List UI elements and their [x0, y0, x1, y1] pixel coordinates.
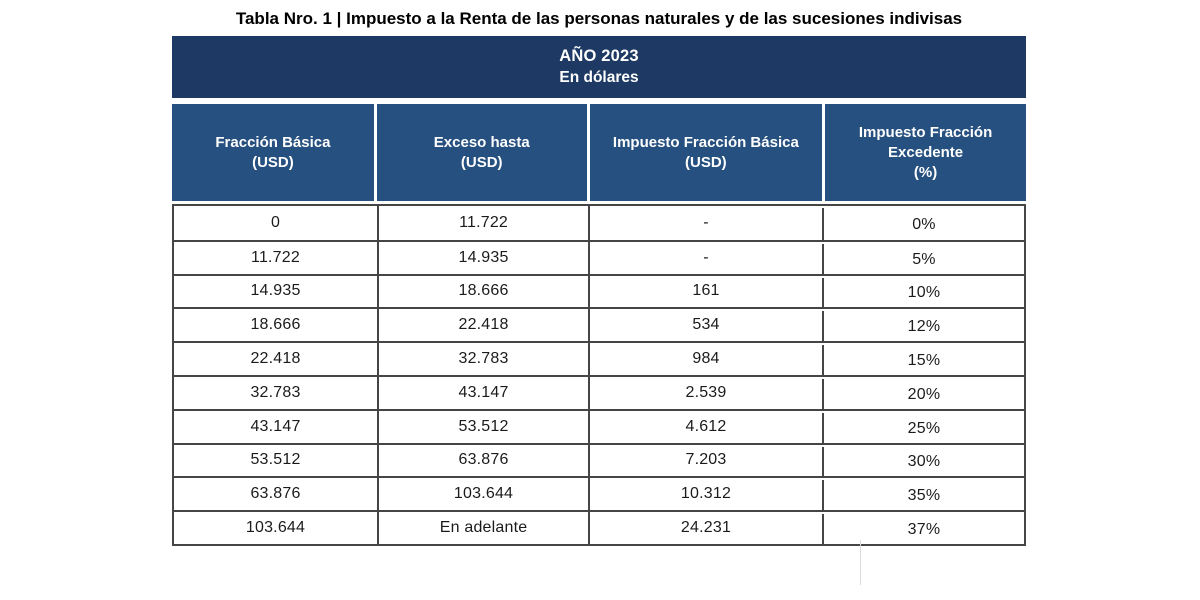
table-row: 63.876 103.644 10.312 35% [174, 476, 1024, 513]
table-header-row: Fracción Básica (USD) Exceso hasta (USD)… [172, 104, 1026, 201]
table-cell: 63.876 [377, 444, 588, 477]
table-cell: 10% [821, 277, 1024, 310]
table-cell: 18.666 [250, 316, 301, 334]
table-cell: 12% [821, 311, 1024, 344]
table-cell: 15% [821, 345, 1024, 377]
column-header-impuesto-fraccion-basica: Impuesto Fracción Básica (USD) [589, 104, 823, 201]
table-cell: 11.722 [377, 206, 588, 240]
table-body: 0 11.722-0% 11.722 14.935-5% 14.935 18.666 161… [172, 204, 1026, 546]
table-cell: 53.512 [250, 451, 301, 469]
table-cell: 35% [821, 480, 1024, 513]
table-row: 32.783 43.147 2.539 20% [174, 374, 1024, 411]
table-cell: - [588, 206, 822, 240]
table-cell: 5% [821, 243, 1024, 276]
table-cell: 22.418 [250, 350, 301, 368]
banner-year: AÑO 2023 [559, 47, 639, 65]
table-row: 0 11.722-0% [174, 206, 1024, 242]
table-cell: 103.644 [377, 478, 588, 511]
table-cell: 103.644 [245, 519, 306, 537]
table-cell: 43.147 [250, 417, 301, 435]
year-banner: AÑO 2023 En dólares [172, 36, 1026, 98]
table-cell: 63.876 [250, 485, 301, 503]
table-cell: 43.147 [377, 376, 588, 409]
table-row: 18.666 22.418 534 12% [174, 307, 1024, 344]
table-cell: 14.935 [250, 282, 301, 300]
table-cell: 161 [588, 275, 822, 308]
table-cell: 53.512 [377, 410, 588, 443]
table-cell: - [588, 241, 822, 274]
column-header-exceso-hasta: Exceso hasta (USD) [376, 104, 587, 201]
table-cell: 984 [588, 343, 822, 375]
table-cell: 25% [821, 412, 1024, 445]
table-cell: 11.722 [251, 248, 300, 266]
table-cell: En adelante [377, 512, 588, 544]
table-cell: 24.231 [588, 512, 822, 544]
table-row: 43.147 53.512 4.612 25% [174, 408, 1024, 445]
table-cell: 20% [821, 378, 1024, 411]
table-cell: 22.418 [377, 309, 588, 342]
table-cell: 18.666 [377, 275, 588, 308]
table-row: 53.512 63.876 7.203 30% [174, 442, 1024, 479]
table-cell: 4.612 [588, 410, 822, 443]
table-row: 14.935 18.666 161 10% [174, 273, 1024, 310]
table-cell: 10.312 [588, 478, 822, 511]
table-cell: 0% [821, 208, 1024, 242]
banner-subtitle: En dólares [559, 69, 639, 86]
table-row: 11.722 14.935-5% [174, 239, 1024, 276]
table-cell: 2.539 [588, 376, 822, 409]
table-cell: 0 [270, 213, 281, 231]
scan-artifact-line [860, 540, 861, 585]
column-header-impuesto-fraccion-excedente: Impuesto Fracción Excedente (%) [825, 104, 1026, 201]
table-cell: 534 [588, 309, 822, 342]
table-cell: 32.783 [377, 343, 588, 375]
tax-table-document: Tabla Nro. 1 | Impuesto a la Renta de la… [172, 8, 1026, 546]
table-title: Tabla Nro. 1 | Impuesto a la Renta de la… [235, 9, 963, 28]
table-cell: 30% [821, 446, 1024, 479]
table-cell: 14.935 [377, 241, 588, 274]
table-row: 22.418 32.783 984 15% [174, 341, 1024, 377]
column-header-fraccion-basica: Fracción Básica (USD) [172, 104, 374, 201]
table-cell: 37% [821, 514, 1024, 546]
table-cell: 32.783 [250, 383, 301, 401]
table-row: 103.644 En adelante 24.231 37% [174, 510, 1024, 546]
table-cell: 7.203 [588, 444, 822, 477]
